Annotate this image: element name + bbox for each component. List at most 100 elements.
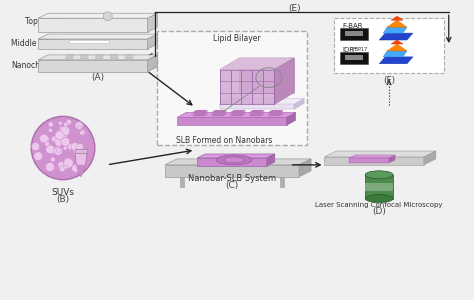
Polygon shape bbox=[249, 110, 265, 112]
Circle shape bbox=[48, 122, 54, 127]
Polygon shape bbox=[38, 34, 157, 39]
Polygon shape bbox=[219, 58, 294, 70]
Circle shape bbox=[46, 162, 55, 172]
Circle shape bbox=[53, 146, 59, 152]
Polygon shape bbox=[211, 111, 227, 114]
Circle shape bbox=[60, 126, 70, 136]
Polygon shape bbox=[192, 110, 208, 112]
Polygon shape bbox=[165, 165, 299, 177]
Polygon shape bbox=[125, 58, 134, 59]
Polygon shape bbox=[80, 57, 89, 58]
Polygon shape bbox=[391, 40, 403, 44]
Circle shape bbox=[31, 116, 95, 180]
Text: Top PDMS: Top PDMS bbox=[25, 17, 63, 26]
Polygon shape bbox=[249, 114, 265, 116]
Polygon shape bbox=[325, 151, 436, 157]
Polygon shape bbox=[299, 159, 311, 177]
Circle shape bbox=[39, 134, 48, 143]
Polygon shape bbox=[192, 114, 208, 116]
Polygon shape bbox=[268, 112, 284, 115]
Polygon shape bbox=[274, 58, 294, 104]
Circle shape bbox=[77, 125, 82, 130]
Circle shape bbox=[71, 142, 79, 151]
Polygon shape bbox=[219, 104, 294, 110]
Polygon shape bbox=[249, 111, 265, 114]
Polygon shape bbox=[110, 57, 118, 58]
Ellipse shape bbox=[224, 157, 244, 163]
Polygon shape bbox=[349, 155, 395, 158]
Polygon shape bbox=[38, 60, 147, 72]
Polygon shape bbox=[379, 57, 413, 64]
Polygon shape bbox=[110, 58, 118, 59]
Circle shape bbox=[80, 131, 83, 135]
Circle shape bbox=[56, 148, 61, 152]
Polygon shape bbox=[387, 44, 407, 51]
Text: SLB Formed on Nanobars: SLB Formed on Nanobars bbox=[176, 136, 272, 145]
Polygon shape bbox=[177, 117, 287, 125]
Circle shape bbox=[75, 122, 83, 130]
Circle shape bbox=[34, 152, 43, 161]
Polygon shape bbox=[239, 58, 294, 92]
Polygon shape bbox=[294, 98, 304, 110]
Circle shape bbox=[63, 146, 67, 150]
Polygon shape bbox=[389, 155, 395, 163]
Polygon shape bbox=[95, 54, 104, 55]
Polygon shape bbox=[325, 157, 424, 165]
Circle shape bbox=[64, 165, 68, 169]
Polygon shape bbox=[75, 153, 87, 177]
Circle shape bbox=[73, 149, 80, 156]
FancyBboxPatch shape bbox=[346, 31, 363, 36]
Text: (E): (E) bbox=[288, 4, 301, 13]
Circle shape bbox=[48, 128, 53, 132]
Polygon shape bbox=[65, 54, 74, 55]
Ellipse shape bbox=[216, 155, 252, 165]
Text: (B): (B) bbox=[56, 195, 70, 204]
Polygon shape bbox=[38, 13, 157, 18]
Polygon shape bbox=[230, 111, 246, 114]
Polygon shape bbox=[391, 16, 403, 20]
Circle shape bbox=[54, 147, 63, 155]
Polygon shape bbox=[230, 112, 246, 115]
Circle shape bbox=[50, 157, 55, 162]
Circle shape bbox=[61, 137, 70, 146]
Polygon shape bbox=[249, 112, 265, 115]
Polygon shape bbox=[165, 159, 311, 165]
Polygon shape bbox=[38, 18, 147, 32]
Text: FBP17: FBP17 bbox=[352, 47, 367, 52]
Polygon shape bbox=[379, 33, 413, 40]
Polygon shape bbox=[147, 55, 157, 72]
Polygon shape bbox=[349, 158, 389, 163]
Polygon shape bbox=[365, 175, 393, 199]
Circle shape bbox=[46, 145, 55, 154]
Polygon shape bbox=[69, 40, 109, 43]
Polygon shape bbox=[211, 110, 227, 112]
Polygon shape bbox=[125, 57, 134, 58]
Polygon shape bbox=[95, 58, 104, 59]
Circle shape bbox=[66, 119, 72, 125]
Polygon shape bbox=[383, 51, 407, 57]
Polygon shape bbox=[192, 111, 208, 114]
Polygon shape bbox=[95, 57, 104, 58]
Circle shape bbox=[45, 141, 50, 146]
Text: Lipid Bilayer: Lipid Bilayer bbox=[213, 34, 261, 43]
Polygon shape bbox=[147, 34, 157, 49]
Circle shape bbox=[64, 158, 71, 164]
Circle shape bbox=[48, 146, 56, 154]
Circle shape bbox=[60, 130, 68, 138]
Polygon shape bbox=[287, 112, 296, 125]
Polygon shape bbox=[268, 111, 284, 114]
Circle shape bbox=[55, 138, 63, 146]
Circle shape bbox=[80, 130, 85, 136]
Polygon shape bbox=[65, 58, 74, 59]
Polygon shape bbox=[268, 114, 284, 116]
Circle shape bbox=[77, 143, 83, 150]
Text: (C): (C) bbox=[226, 181, 238, 190]
Polygon shape bbox=[383, 27, 407, 33]
Polygon shape bbox=[80, 58, 89, 59]
Circle shape bbox=[55, 130, 64, 140]
Circle shape bbox=[58, 161, 64, 168]
Circle shape bbox=[78, 153, 83, 157]
Polygon shape bbox=[211, 114, 227, 116]
Text: Nanobar-SLB System: Nanobar-SLB System bbox=[188, 174, 276, 183]
Polygon shape bbox=[424, 151, 436, 165]
